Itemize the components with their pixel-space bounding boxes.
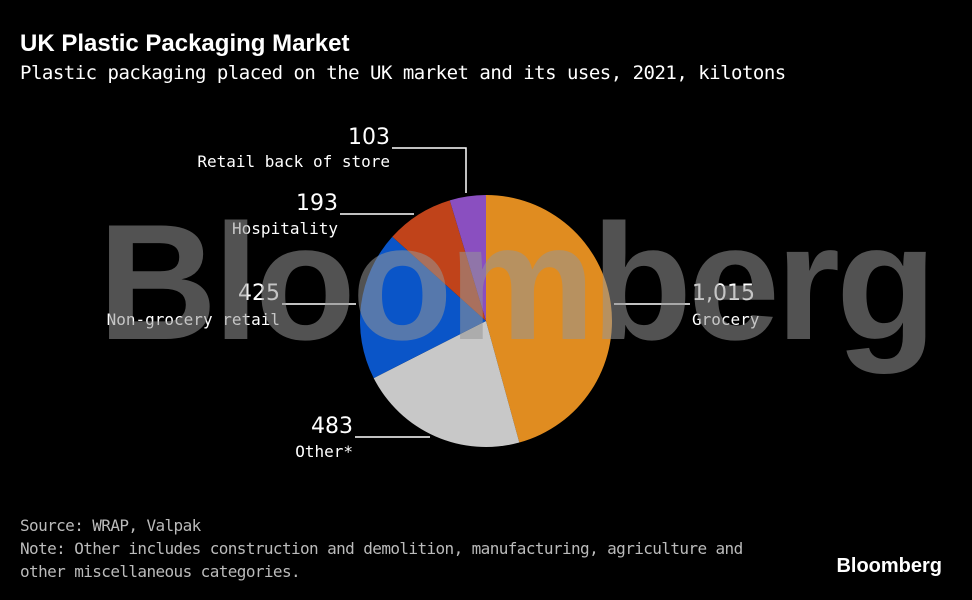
category-label: Hospitality	[232, 219, 338, 238]
category-label: Retail back of store	[197, 152, 390, 171]
category-label: Non-grocery retail	[107, 310, 280, 329]
value-label: 483	[311, 414, 353, 439]
value-label: 103	[348, 125, 390, 150]
bloomberg-logo: Bloomberg	[836, 555, 942, 577]
pie-slice-2	[360, 236, 486, 379]
leader-line	[392, 147, 467, 193]
chart-title: UK Plastic Packaging Market	[20, 30, 350, 57]
pie-slice-4	[449, 195, 486, 321]
pie-slice-1	[373, 321, 520, 447]
value-label: 425	[238, 281, 280, 306]
note-line-1: Note: Other includes construction and de…	[20, 539, 743, 558]
source: Source: WRAP, Valpak	[20, 516, 201, 535]
chart-subtitle: Plastic packaging placed on the UK marke…	[20, 62, 786, 84]
pie-slice-3	[392, 200, 486, 321]
value-label: 193	[296, 191, 338, 216]
value-label: 1,015	[692, 281, 755, 306]
category-label: Other*	[295, 442, 353, 461]
note-line-2: other miscellaneous categories.	[20, 562, 301, 581]
pie-slice-0	[486, 195, 612, 443]
category-label: Grocery	[692, 310, 760, 329]
